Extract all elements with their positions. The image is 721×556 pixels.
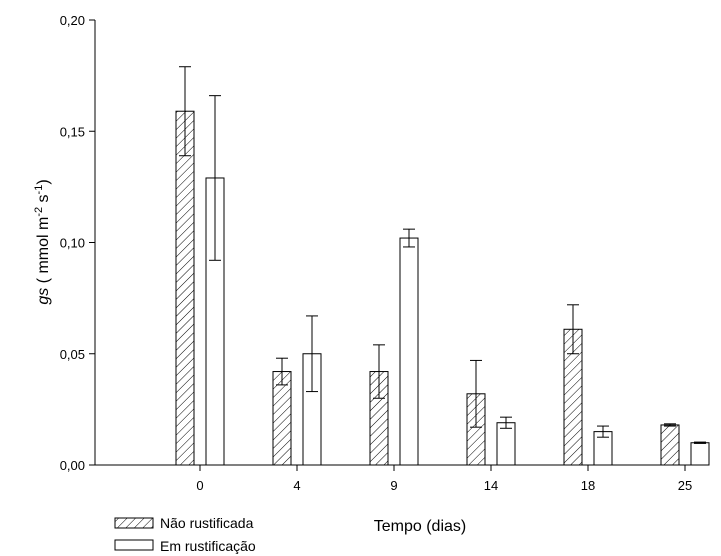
y-tick-label: 0,20 (60, 13, 85, 28)
x-axis-title: Tempo (dias) (374, 518, 466, 535)
legend-label-nao-rustificada: Não rustificada (160, 515, 254, 531)
x-tick-label: 14 (484, 478, 498, 493)
ticks-layer: 0,00 0,05 0,10 0,15 0,20 0 4 9 14 18 25 (60, 13, 693, 493)
bar-nao-rustificada (175, 110, 195, 466)
legend-swatch-em-rustificacao (114, 539, 154, 551)
legend: Não rustificada Em rustificação (114, 515, 256, 554)
bar-em-rustificacao (496, 422, 516, 466)
x-tick-label: 25 (678, 478, 692, 493)
bar-em-rustificacao (399, 237, 419, 466)
x-tick-label: 9 (390, 478, 397, 493)
x-tick-label: 0 (196, 478, 203, 493)
bar-em-rustificacao (690, 442, 710, 466)
y-axis-title-sup1: -2 (33, 207, 45, 217)
y-axis-title-sup2: -1 (33, 185, 45, 195)
legend-swatch-nao-rustificada (114, 517, 154, 529)
y-tick-label: 0,10 (60, 236, 85, 251)
legend-label-em-rustificacao: Em rustificação (160, 538, 256, 554)
bars-layer (175, 66, 710, 466)
x-tick-label: 4 (293, 478, 300, 493)
y-axis-title-part3: ) (35, 179, 52, 184)
bar-nao-rustificada (660, 424, 680, 466)
y-tick-label: 0,00 (60, 458, 85, 473)
bar-nao-rustificada (272, 371, 292, 466)
y-axis-title-part2: s (35, 194, 52, 206)
y-axis-title-part1: ( mmol m (35, 217, 52, 288)
y-axis-title: gs ( mmol m-2 s-1) (33, 179, 52, 304)
y-axis-title-symbol: gs (35, 288, 52, 305)
y-tick-label: 0,15 (60, 124, 85, 139)
x-tick-label: 18 (581, 478, 595, 493)
y-tick-label: 0,05 (60, 347, 85, 362)
